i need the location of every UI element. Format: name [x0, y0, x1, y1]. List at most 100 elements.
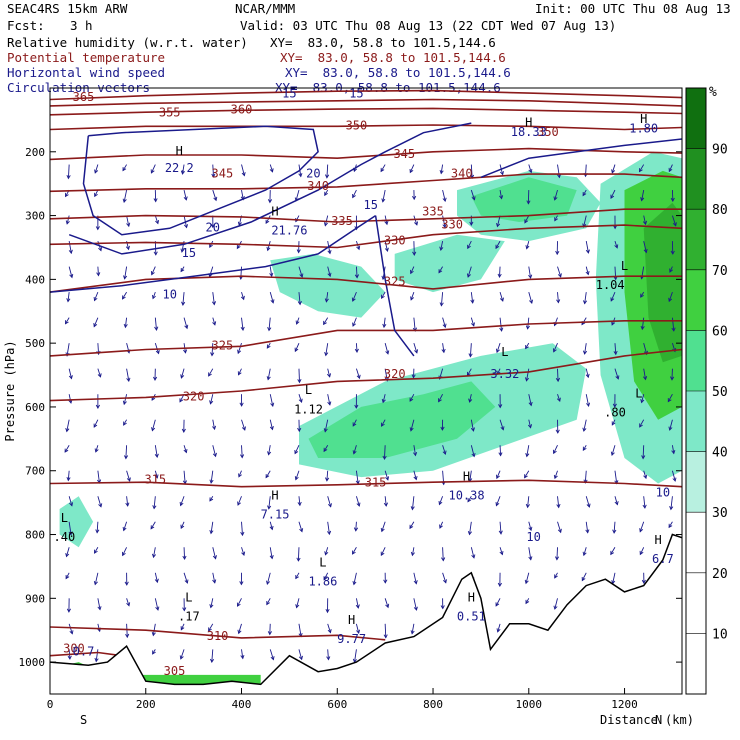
circulation-vector-head — [669, 506, 674, 511]
circulation-vector — [527, 496, 530, 508]
circulation-vector — [642, 445, 645, 459]
circulation-vector-head — [499, 327, 504, 332]
circulation-vector — [180, 649, 185, 660]
circulation-vector-head — [212, 425, 217, 431]
circulation-vector-head — [553, 605, 558, 610]
circulation-vector — [94, 164, 99, 174]
circulation-vector-head — [352, 450, 357, 455]
circulation-vector — [152, 623, 156, 636]
circulation-vector — [295, 572, 300, 579]
circulation-vector — [298, 394, 302, 403]
circulation-vector-head — [95, 226, 100, 231]
wind-label-18: 21.76 — [271, 224, 307, 238]
theta-label-11: 330 — [441, 217, 463, 231]
circulation-vector-head — [525, 325, 530, 330]
circulation-vector — [68, 521, 72, 535]
circulation-vector-head — [440, 605, 445, 610]
circulation-vector-head — [471, 452, 476, 458]
circulation-vector-head — [614, 244, 619, 249]
circulation-vector-head — [65, 192, 69, 198]
circulation-vector — [327, 496, 332, 507]
theta-label-19: 305 — [164, 664, 186, 678]
circulation-vector — [154, 215, 159, 224]
rh-label-2: 1.12 — [294, 402, 323, 416]
circulation-vector — [324, 419, 329, 432]
circulation-vector-head — [295, 320, 300, 325]
field-theta-name: Potential temperature — [7, 50, 166, 65]
circulation-vector-head — [327, 629, 332, 634]
circulation-vector — [327, 368, 331, 377]
circulation-vector — [383, 317, 386, 328]
circulation-vector-head — [356, 245, 361, 251]
wind-contour-15-1 — [68, 122, 472, 255]
circulation-vector — [495, 240, 501, 249]
extremum-marker-0: H — [176, 144, 183, 158]
circulation-vector — [355, 496, 360, 507]
circulation-vector-head — [267, 199, 273, 204]
theta-contour-310 — [49, 479, 683, 488]
circulation-vector — [154, 317, 157, 330]
circulation-vector — [268, 317, 271, 331]
circulation-vector — [499, 521, 502, 534]
circulation-vector — [413, 317, 416, 332]
circulation-vector-head — [68, 399, 73, 404]
circulation-vector — [440, 241, 444, 251]
circulation-vector-head — [65, 427, 70, 433]
circulation-vector — [241, 547, 245, 556]
circulation-vector-head — [552, 348, 557, 353]
circulation-vector — [528, 419, 532, 428]
circulation-vector — [382, 189, 386, 202]
circulation-vector-head — [296, 249, 301, 254]
circulation-vector — [525, 572, 530, 584]
circulation-vector-head — [614, 501, 619, 506]
circulation-vector-head — [581, 576, 586, 582]
circulation-vector-head — [122, 167, 127, 172]
circulation-vector-head — [382, 323, 387, 329]
wind-label-3: 15 — [364, 198, 378, 212]
circulation-vector — [381, 419, 386, 427]
circulation-vector — [614, 343, 617, 355]
circulation-vector — [153, 547, 156, 558]
circulation-vector-head — [295, 604, 300, 609]
theta-contour-315 — [49, 348, 683, 402]
extremum-marker-11: L — [61, 511, 68, 525]
circulation-vector-head — [180, 267, 185, 273]
circulation-vector — [323, 317, 329, 325]
circulation-vector-head — [553, 196, 558, 201]
circulation-vector — [413, 572, 417, 584]
circulation-vector — [384, 496, 387, 507]
circulation-vector-head — [209, 529, 214, 535]
circulation-vector — [352, 317, 357, 327]
circulation-vector-head — [95, 404, 100, 410]
circulation-vector — [238, 470, 242, 478]
circulation-vector — [671, 470, 676, 482]
circulation-vector — [528, 521, 532, 531]
circulation-vector-head — [265, 219, 270, 225]
circulation-vector-head — [413, 580, 418, 585]
circulation-vector-head — [154, 578, 159, 584]
circulation-vector-head — [67, 655, 72, 660]
circulation-vector — [183, 572, 188, 584]
circulation-vector — [613, 521, 616, 533]
circulation-vector — [298, 496, 301, 506]
theta-contour-320 — [49, 320, 682, 357]
circulation-vector — [324, 189, 329, 196]
circulation-vector-head — [613, 276, 618, 281]
circulation-vector-head — [299, 273, 304, 278]
circulation-vector-head — [498, 452, 503, 457]
circulation-vector-head — [265, 474, 270, 479]
circulation-vector-head — [438, 398, 442, 403]
circulation-vector — [211, 343, 214, 356]
circulation-vector-head — [180, 248, 185, 253]
circulation-vector-head — [557, 528, 562, 534]
colorbar-label: 80 — [712, 203, 728, 218]
circulation-vector-head — [528, 274, 533, 279]
circulation-vector — [528, 292, 533, 304]
circulation-vector — [557, 521, 562, 533]
wind-contour-20-0 — [82, 125, 319, 236]
circulation-vector — [182, 292, 185, 306]
circulation-vector-head — [442, 579, 447, 584]
circulation-vector — [499, 419, 504, 430]
circulation-vector-head — [270, 402, 275, 408]
circulation-vector — [151, 419, 156, 431]
